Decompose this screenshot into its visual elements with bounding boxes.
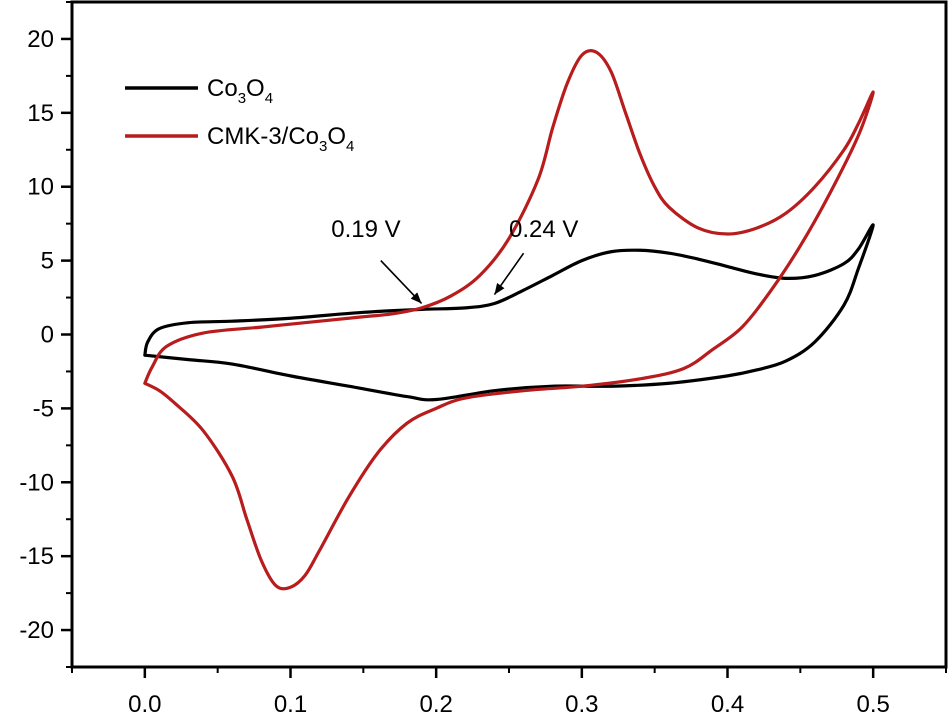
legend: Co3O4 CMK-3/Co3O4 (125, 75, 354, 155)
annotation-label: 0.24 V (509, 216, 578, 243)
y-tick-label: 5 (41, 248, 54, 275)
axis-ticks (61, 1, 947, 678)
x-tick-label: 0.5 (856, 691, 889, 718)
legend-label: CMK-3/Co3O4 (207, 123, 354, 155)
series-line-0 (143, 223, 875, 402)
x-tick-label: 0.3 (565, 691, 598, 718)
y-tick-label: -10 (19, 469, 54, 496)
legend-label: Co3O4 (207, 75, 273, 107)
y-tick-label: 10 (27, 174, 54, 201)
x-tick-label: 0.4 (711, 691, 744, 718)
x-tick-label: 0.1 (274, 691, 307, 718)
y-tick-label: -20 (19, 617, 54, 644)
annotation-arrow-head (494, 283, 505, 295)
y-tick-label: -15 (19, 543, 54, 570)
annotation-label: 0.19 V (331, 216, 400, 243)
x-tick-label: 0.0 (128, 691, 161, 718)
axis-tick-labels: 0.0 0.1 0.2 0.3 0.4 0.5 -20 -15 -10 -5 0 5 10 15 20 (19, 26, 890, 718)
y-tick-label: 20 (27, 26, 54, 53)
series-curves (143, 49, 875, 591)
y-tick-label: -5 (33, 395, 54, 422)
peak-annotations: 0.19 V 0.24 V (331, 216, 578, 305)
y-tick-label: 15 (27, 100, 54, 127)
y-tick-label: 0 (41, 322, 54, 349)
annotation-arrow-head (410, 292, 422, 304)
series-line-1 (143, 49, 875, 591)
x-tick-label: 0.2 (419, 691, 452, 718)
